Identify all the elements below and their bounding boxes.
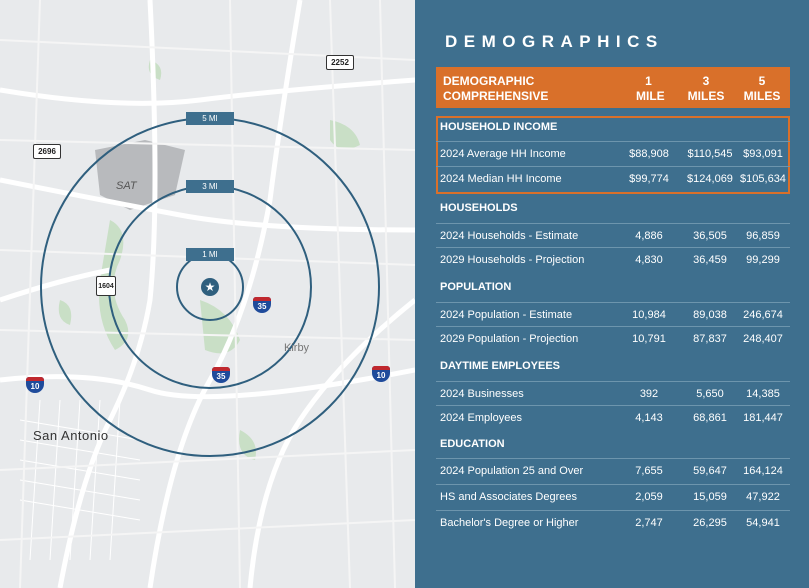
section-title: EDUCATION [440, 438, 505, 450]
table-row: 2024 Households - Estimate 4,886 36,505 … [436, 223, 790, 248]
section-title: POPULATION [440, 281, 512, 293]
ring-label-3mi: 3 MI [186, 180, 234, 193]
panel-title: DEMOGRAPHICS [445, 32, 664, 51]
airport-label: SAT [116, 180, 137, 192]
header-label: DEMOGRAPHIC COMPREHENSIVE [443, 74, 549, 103]
ring-label-5mi: 5 MI [186, 112, 234, 125]
header-col-1mile: 1 MILE [636, 74, 665, 103]
star-icon: ★ [205, 280, 216, 294]
table-row: 2029 Population - Projection 10,791 87,8… [436, 326, 790, 351]
table-row: Bachelor's Degree or Higher 2,747 26,295… [436, 510, 790, 535]
map-area: ★ 5 MI 3 MI 1 MI San Antonio Kirby SAT 2… [0, 0, 415, 588]
household-income-highlight [436, 116, 790, 194]
table-row: HS and Associates Degrees 2,059 15,059 4… [436, 484, 790, 509]
table-row: 2024 Employees 4,143 68,861 181,447 [436, 405, 790, 430]
table-row: 2024 Population 25 and Over 7,655 59,647… [436, 458, 790, 483]
road-shield-2696: 2696 [33, 144, 61, 159]
table-row: 2024 Average HH Income $88,908 $110,545 … [436, 141, 790, 166]
section-title: HOUSEHOLD INCOME [440, 121, 558, 133]
city-label: San Antonio [33, 428, 109, 443]
header-col-5miles: 5 MILES [743, 74, 781, 103]
airport-area [95, 140, 185, 210]
header-col-3miles: 3 MILES [687, 74, 725, 103]
ring-label-1mi: 1 MI [186, 248, 234, 261]
table-row: 2024 Median HH Income $99,774 $124,069 $… [436, 166, 790, 191]
section-title: DAYTIME EMPLOYEES [440, 360, 561, 372]
major-roads [0, 0, 415, 588]
map-canvas: ★ [0, 0, 415, 588]
interstate-35-north-icon: 35 [253, 297, 271, 313]
interstate-35-south-icon: 35 [212, 367, 230, 383]
downtown-grid [19, 399, 141, 561]
interstate-10-west-icon: 10 [26, 377, 44, 393]
interstate-10-east-icon: 10 [372, 366, 390, 382]
table-row: 2024 Businesses 392 5,650 14,385 [436, 381, 790, 406]
section-title: HOUSEHOLDS [440, 202, 518, 214]
table-row: 2029 Households - Projection 4,830 36,45… [436, 247, 790, 272]
road-shield-2252: 2252 [326, 55, 354, 70]
table-row: 2024 Population - Estimate 10,984 89,038… [436, 302, 790, 327]
site-marker [201, 278, 219, 296]
loop-shield-1604: 1604 [96, 276, 116, 296]
kirby-label: Kirby [284, 342, 310, 354]
